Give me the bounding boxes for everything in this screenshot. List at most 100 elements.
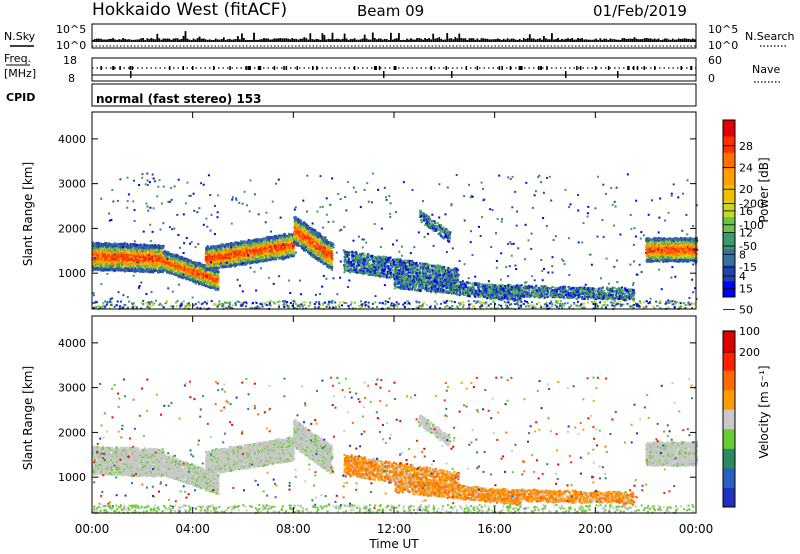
echo-cell <box>290 243 294 246</box>
freq-mark <box>249 66 251 70</box>
echo-cell <box>380 262 383 265</box>
echo-cell <box>187 276 190 279</box>
echo-cell <box>375 274 378 277</box>
echo-cell <box>209 255 212 258</box>
echo-cell <box>308 251 311 254</box>
echo-cell <box>165 257 168 260</box>
echo-cell <box>257 258 260 261</box>
echo-cell <box>347 253 350 256</box>
noise-bar <box>339 39 342 42</box>
echo-cell <box>269 246 273 249</box>
echo-cell <box>306 239 309 242</box>
echo-cell <box>144 270 147 273</box>
echo-cell <box>210 272 213 275</box>
noise-bar <box>234 39 237 42</box>
echo-cell <box>308 242 311 245</box>
echo-cell <box>313 252 316 256</box>
echo-cell <box>169 252 172 256</box>
noise-bar <box>611 39 614 42</box>
echo-cell <box>132 253 135 256</box>
noise-bar <box>605 38 608 42</box>
noise-bar <box>188 39 191 42</box>
echo-cell <box>299 220 303 223</box>
echo-cell <box>331 245 334 248</box>
echo-cell <box>236 257 240 260</box>
echo-cell <box>253 258 256 261</box>
noise-bar <box>249 40 251 42</box>
noise-bar <box>573 39 575 42</box>
echo-cell <box>235 257 238 260</box>
echo-cell <box>319 246 322 249</box>
echo-cell <box>233 260 236 263</box>
echo-cell <box>330 256 333 259</box>
echo-cell <box>293 218 297 221</box>
echo-cell <box>140 248 144 251</box>
noise-bar <box>567 38 569 42</box>
echo-cell <box>106 250 109 253</box>
echo-cell <box>151 251 154 254</box>
echo-cell <box>200 281 204 284</box>
echo-cell <box>239 251 242 254</box>
echo-cell <box>120 252 124 256</box>
echo-cell <box>243 259 246 262</box>
echo-cell <box>378 272 381 275</box>
freq-mark <box>285 66 288 70</box>
echo-cell <box>128 258 132 261</box>
echo-cell <box>164 255 167 258</box>
echo-cell <box>255 257 258 260</box>
echo-cell <box>109 256 112 260</box>
echo-cell <box>285 244 288 247</box>
echo-cell <box>371 264 374 267</box>
echo-cell <box>351 268 354 271</box>
echo-cell <box>307 225 310 228</box>
echo-cell <box>224 246 227 249</box>
echo-cell <box>210 268 213 271</box>
echo-cell <box>229 248 232 251</box>
echo-cell <box>108 253 111 256</box>
freq-mark <box>509 66 512 70</box>
echo-cell <box>175 257 178 260</box>
echo-cell <box>214 245 218 248</box>
noise-bar <box>263 38 265 42</box>
echo-cell <box>177 267 180 270</box>
echo-cell <box>243 244 246 247</box>
echo-cell <box>118 268 121 271</box>
echo-cell <box>207 272 210 275</box>
freq-mark <box>245 66 247 70</box>
echo-cell <box>122 243 125 246</box>
echo-cell <box>104 252 107 255</box>
noise-bar <box>367 39 370 42</box>
echo-cell <box>186 266 190 269</box>
echo-cell <box>283 233 287 236</box>
echo-cell <box>293 231 297 234</box>
echo-cell <box>132 257 135 260</box>
echo-cell <box>352 257 355 260</box>
echo-cell <box>327 252 330 255</box>
noise-bar <box>220 39 223 42</box>
echo-cell <box>97 269 100 272</box>
echo-cell <box>110 254 113 257</box>
echo-cell <box>316 240 319 243</box>
echo-cell <box>313 247 316 250</box>
echo-cell <box>216 276 219 279</box>
echo-cell <box>226 256 229 259</box>
echo-cell <box>265 249 268 252</box>
echo-cell <box>354 270 357 274</box>
echo-cell <box>165 264 168 267</box>
echo-cell <box>93 247 96 250</box>
echo-cell <box>132 245 135 248</box>
noise-bar <box>241 33 243 42</box>
noise-bar <box>345 38 348 42</box>
noise-bar <box>692 38 694 42</box>
echo-cell <box>258 244 261 247</box>
noise-bar <box>271 39 273 42</box>
echo-cell <box>259 260 262 263</box>
echo-cell <box>107 242 110 245</box>
echo-cell <box>300 222 303 225</box>
echo-cell <box>188 272 191 275</box>
echo-cell <box>366 253 370 256</box>
noise-bar <box>232 39 235 42</box>
echo-cell <box>272 243 275 246</box>
echo-cell <box>222 244 225 247</box>
echo-cell <box>370 267 373 270</box>
